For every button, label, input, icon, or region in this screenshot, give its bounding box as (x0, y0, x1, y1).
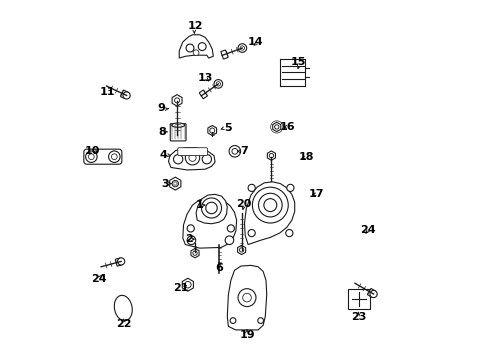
Polygon shape (168, 148, 215, 170)
Text: 12: 12 (187, 21, 203, 31)
Polygon shape (220, 50, 228, 59)
Circle shape (257, 318, 263, 323)
Polygon shape (120, 90, 128, 99)
Circle shape (230, 318, 235, 323)
Text: 11: 11 (100, 87, 115, 97)
Circle shape (286, 184, 293, 192)
Circle shape (187, 236, 195, 244)
Circle shape (242, 293, 251, 302)
Text: 3: 3 (162, 179, 169, 189)
Polygon shape (199, 90, 207, 99)
Polygon shape (267, 151, 275, 160)
Circle shape (285, 229, 292, 237)
Circle shape (247, 184, 255, 192)
Circle shape (252, 187, 287, 223)
Text: 20: 20 (236, 199, 251, 210)
Circle shape (192, 251, 197, 255)
Circle shape (238, 44, 246, 52)
Circle shape (187, 225, 194, 232)
Circle shape (238, 289, 255, 307)
Circle shape (231, 148, 237, 154)
Circle shape (172, 180, 178, 187)
Circle shape (247, 229, 255, 237)
Polygon shape (183, 198, 236, 248)
Circle shape (111, 154, 117, 159)
Text: 17: 17 (308, 189, 324, 199)
Text: 16: 16 (279, 122, 295, 132)
Ellipse shape (171, 123, 184, 127)
Text: 6: 6 (215, 263, 223, 273)
Text: 8: 8 (158, 127, 165, 136)
Text: 14: 14 (247, 37, 263, 47)
Circle shape (239, 248, 244, 252)
Polygon shape (207, 126, 216, 135)
Circle shape (224, 236, 233, 244)
Circle shape (205, 202, 217, 214)
FancyBboxPatch shape (348, 289, 369, 309)
Polygon shape (172, 95, 182, 106)
Text: 1: 1 (195, 200, 203, 210)
Circle shape (240, 46, 244, 50)
Text: 24: 24 (91, 274, 107, 284)
Circle shape (88, 154, 94, 159)
Text: 2: 2 (184, 234, 192, 244)
Circle shape (209, 128, 214, 133)
Polygon shape (272, 122, 280, 132)
Text: 15: 15 (290, 57, 305, 67)
Circle shape (173, 154, 183, 164)
Circle shape (269, 153, 273, 158)
Circle shape (174, 98, 179, 103)
Text: 19: 19 (239, 330, 254, 340)
Polygon shape (196, 194, 227, 224)
Circle shape (185, 150, 199, 165)
Text: 9: 9 (157, 103, 165, 113)
Circle shape (228, 145, 240, 157)
Circle shape (216, 82, 220, 86)
Polygon shape (366, 288, 375, 297)
Polygon shape (115, 258, 122, 266)
Text: 23: 23 (350, 312, 366, 322)
Circle shape (184, 282, 191, 288)
Polygon shape (182, 278, 193, 291)
Text: 7: 7 (240, 146, 248, 156)
Circle shape (188, 154, 196, 161)
Circle shape (264, 199, 276, 212)
Circle shape (117, 258, 124, 265)
Text: 10: 10 (84, 146, 100, 156)
Text: 13: 13 (197, 73, 212, 83)
Text: 5: 5 (224, 123, 232, 133)
Circle shape (227, 225, 234, 232)
Circle shape (198, 42, 206, 50)
Circle shape (214, 80, 222, 88)
Text: 18: 18 (298, 152, 314, 162)
Polygon shape (179, 35, 213, 58)
Polygon shape (169, 177, 181, 190)
Text: 4: 4 (160, 150, 167, 160)
Polygon shape (114, 295, 132, 321)
Circle shape (185, 44, 194, 52)
Circle shape (258, 193, 282, 217)
Polygon shape (237, 245, 245, 255)
Circle shape (123, 92, 130, 99)
FancyBboxPatch shape (170, 124, 185, 141)
Circle shape (108, 151, 120, 162)
Circle shape (202, 154, 211, 164)
Circle shape (274, 125, 278, 129)
Polygon shape (244, 182, 294, 244)
Circle shape (201, 198, 221, 218)
Circle shape (369, 291, 376, 298)
Text: 24: 24 (360, 225, 375, 235)
FancyBboxPatch shape (83, 149, 122, 164)
Circle shape (193, 50, 199, 55)
FancyBboxPatch shape (178, 148, 207, 156)
Polygon shape (191, 248, 199, 258)
Polygon shape (227, 265, 266, 330)
Circle shape (85, 151, 97, 162)
Text: 22: 22 (116, 319, 131, 329)
Text: 21: 21 (173, 283, 188, 293)
